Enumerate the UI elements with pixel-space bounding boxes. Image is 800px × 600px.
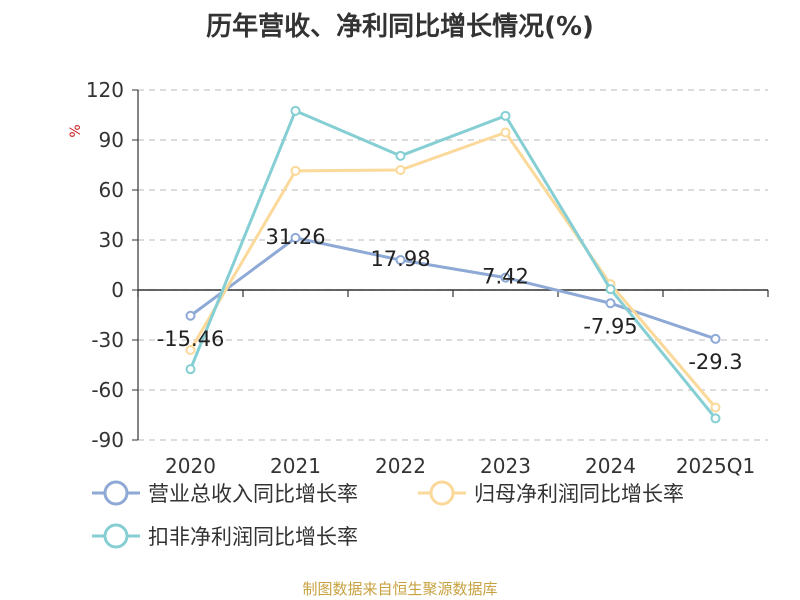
data-label: 17.98	[370, 247, 430, 271]
y-tick-label: 60	[99, 178, 124, 202]
y-axis-unit-label: %	[68, 124, 84, 137]
data-point	[710, 402, 721, 413]
data-point	[395, 165, 406, 175]
data-point	[290, 232, 301, 243]
source-note: 制图数据来自恒生聚源数据库	[302, 580, 498, 598]
series-line-1	[189, 131, 717, 409]
y-tick-label: 90	[99, 128, 124, 152]
data-point	[605, 284, 616, 295]
legend-marker-revenue	[92, 480, 140, 506]
data-label: -29.3	[688, 350, 742, 374]
legend-marker-deducted-profit	[92, 523, 140, 549]
data-point	[185, 310, 196, 321]
series-line-2	[189, 109, 717, 420]
y-tick-label: -30	[91, 328, 124, 352]
data-point	[185, 364, 196, 375]
x-tick-label: 2025Q1	[676, 454, 755, 478]
data-point	[710, 333, 721, 344]
x-tick-label: 2022	[375, 454, 426, 478]
data-point	[395, 150, 406, 161]
data-point	[185, 345, 196, 355]
y-tick-label: 30	[99, 228, 124, 252]
data-point	[290, 165, 301, 176]
data-label: 31.26	[265, 225, 325, 249]
legend-marker-net-profit	[418, 480, 466, 506]
legend-label-deducted-profit: 扣非净利润同比增长率	[148, 525, 358, 549]
legend-item-net-profit[interactable]: 归母净利润同比增长率	[418, 478, 684, 508]
y-tick-label: 0	[111, 278, 124, 302]
legend-label-net-profit: 归母净利润同比增长率	[474, 482, 684, 506]
data-point	[395, 255, 406, 266]
chart-title: 历年营收、净利同比增长情况(%)	[206, 12, 594, 42]
legend-item-deducted-profit[interactable]: 扣非净利润同比增长率	[92, 521, 358, 551]
legend-label-revenue: 营业总收入同比增长率	[148, 482, 358, 506]
data-point	[500, 272, 511, 283]
y-tick-label: -90	[91, 428, 124, 452]
data-label: -7.95	[583, 314, 637, 338]
y-tick-label: 120	[86, 78, 124, 102]
legend-item-revenue[interactable]: 营业总收入同比增长率	[92, 478, 358, 508]
x-tick-label: 2024	[585, 454, 636, 478]
data-label: 7.42	[482, 265, 529, 289]
data-point	[290, 105, 301, 116]
data-point	[500, 110, 511, 121]
x-tick-label: 2023	[480, 454, 531, 478]
data-label: -15.46	[157, 327, 225, 351]
data-point	[605, 298, 616, 309]
y-tick-label: -60	[91, 378, 124, 402]
x-tick-label: 2021	[270, 454, 321, 478]
x-tick-label: 2020	[165, 454, 216, 478]
data-point	[710, 413, 721, 424]
data-point	[500, 127, 511, 138]
